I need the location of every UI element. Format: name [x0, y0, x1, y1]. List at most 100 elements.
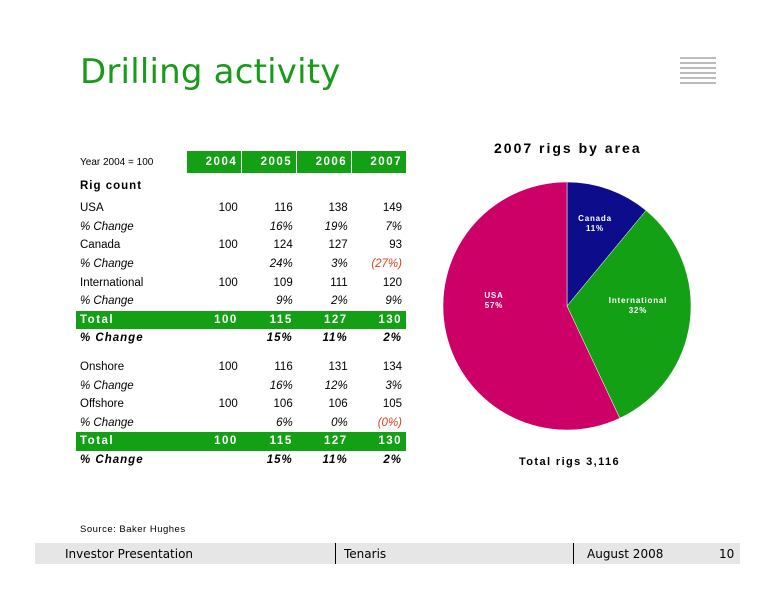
- table-row: Total 100 115 127 130: [76, 310, 406, 330]
- table-cell: 149: [382, 202, 402, 215]
- table-cell: 115: [241, 310, 297, 330]
- row-label: % Change: [80, 332, 144, 345]
- table-row: % Change 16% 12% 3%: [76, 376, 406, 395]
- year-header: 2004: [186, 151, 242, 173]
- table-cell: (27%): [371, 258, 402, 271]
- table-cell: 11%: [322, 332, 348, 345]
- table-cell: 100: [218, 202, 238, 215]
- year-header: 2007: [351, 151, 406, 173]
- pie-slice-usa: [442, 181, 621, 431]
- table-cell: 115: [241, 432, 297, 451]
- table-row: % Change 9% 2% 9%: [76, 292, 406, 311]
- table-row: % Change 15% 11% 2%: [76, 329, 406, 348]
- table-cell: 127: [296, 310, 352, 330]
- table-row: Offshore 100 106 106 105: [76, 395, 406, 414]
- row-label: Total: [76, 310, 187, 330]
- footer-page-number: 10: [719, 547, 735, 561]
- row-label: Total: [76, 432, 187, 451]
- table-cell: 127: [296, 432, 352, 451]
- table-cell: 138: [328, 202, 348, 215]
- table-cell: 2%: [383, 332, 402, 345]
- pie-slice-international: [566, 210, 692, 419]
- row-label: Offshore: [80, 398, 124, 411]
- table-cell: 3%: [385, 379, 402, 392]
- table-cell: 16%: [269, 379, 293, 392]
- tenaris-logo-icon: [680, 57, 716, 87]
- table-row: Total 100 115 127 130: [76, 432, 406, 451]
- table-cell: 109: [273, 276, 293, 289]
- table-cell: 11%: [322, 454, 348, 467]
- pie-label-usa: USA 57%: [454, 291, 534, 311]
- table-cell: 100: [218, 361, 238, 374]
- table-cell: 15%: [266, 454, 293, 467]
- table-cell: 6%: [276, 416, 293, 429]
- pie-label-name: Canada: [578, 214, 612, 223]
- table-row: % Change 24% 3% (27%): [76, 255, 406, 274]
- table-cell: 105: [382, 398, 402, 411]
- rig-count-table: Year 2004 = 100 2004 2005 2006 2007 Rig …: [76, 151, 406, 469]
- table-cell: 2%: [331, 295, 348, 308]
- table-header-row: Year 2004 = 100 2004 2005 2006 2007: [76, 151, 406, 173]
- table-row: International 100 109 111 120: [76, 273, 406, 292]
- table-cell: 24%: [269, 258, 293, 271]
- chart-title: 2007 rigs by area: [494, 140, 642, 156]
- table-cell: 106: [273, 398, 293, 411]
- table-cell: 9%: [276, 295, 293, 308]
- row-label: % Change: [80, 220, 134, 233]
- pie-slice-canada: [566, 181, 647, 307]
- pie-label-value: 57%: [484, 301, 504, 310]
- table-cell: 124: [273, 239, 293, 252]
- pie-label-value: 11%: [586, 224, 604, 233]
- table-cell: 131: [328, 361, 348, 374]
- year-header: 2005: [241, 151, 297, 173]
- base-year-label: Year 2004 = 100: [76, 151, 187, 173]
- section-row: Rig count: [76, 173, 406, 199]
- table-cell: 2%: [383, 454, 402, 467]
- pie-label-canada: Canada 11%: [555, 214, 635, 234]
- footer-divider: [335, 543, 336, 564]
- table-row: Canada 100 124 127 93: [76, 236, 406, 255]
- footer-date: August 2008: [587, 547, 664, 561]
- table-cell: 130: [351, 432, 406, 451]
- total-rigs-annotation: Total rigs 3,116: [519, 456, 621, 468]
- pie-label-international: International 32%: [598, 296, 678, 316]
- pie-label-name: International: [608, 296, 668, 305]
- table-cell: 120: [382, 276, 402, 289]
- footer-company: Tenaris: [344, 547, 387, 561]
- row-label: International: [80, 276, 144, 289]
- year-header: 2006: [296, 151, 352, 173]
- row-label: Canada: [80, 239, 121, 252]
- table-cell: 134: [382, 361, 402, 374]
- table-cell: 116: [274, 361, 293, 374]
- table-cell: 116: [274, 202, 293, 215]
- table-row: Onshore 100 116 131 134: [76, 358, 406, 377]
- row-label: % Change: [80, 379, 134, 392]
- table-cell: 100: [218, 276, 238, 289]
- row-label: USA: [80, 202, 104, 215]
- table-cell: 111: [330, 276, 348, 289]
- table-cell: 7%: [385, 220, 402, 233]
- table-cell: 3%: [331, 258, 348, 271]
- row-label: Onshore: [80, 361, 125, 374]
- table-cell: 16%: [269, 220, 293, 233]
- table-cell: 106: [328, 398, 348, 411]
- table-cell: 19%: [324, 220, 348, 233]
- table-cell: 15%: [266, 332, 293, 345]
- row-label: % Change: [80, 454, 144, 467]
- table-cell: 100: [218, 239, 238, 252]
- pie-label-name: USA: [484, 291, 504, 300]
- table-row: USA 100 116 138 149: [76, 199, 406, 218]
- table-cell: 127: [328, 239, 348, 252]
- row-label: % Change: [80, 416, 134, 429]
- table-cell: 130: [351, 310, 406, 330]
- footer-divider: [573, 543, 574, 564]
- footer-bar: Investor Presentation Tenaris August 200…: [35, 543, 740, 564]
- table-row: % Change 16% 19% 7%: [76, 218, 406, 237]
- table-cell: 93: [389, 239, 402, 252]
- row-label: % Change: [80, 295, 134, 308]
- table-cell: (0%): [377, 416, 402, 429]
- table-cell: 0%: [331, 416, 348, 429]
- source-note: Source: Baker Hughes: [80, 524, 186, 535]
- row-label: % Change: [80, 258, 134, 271]
